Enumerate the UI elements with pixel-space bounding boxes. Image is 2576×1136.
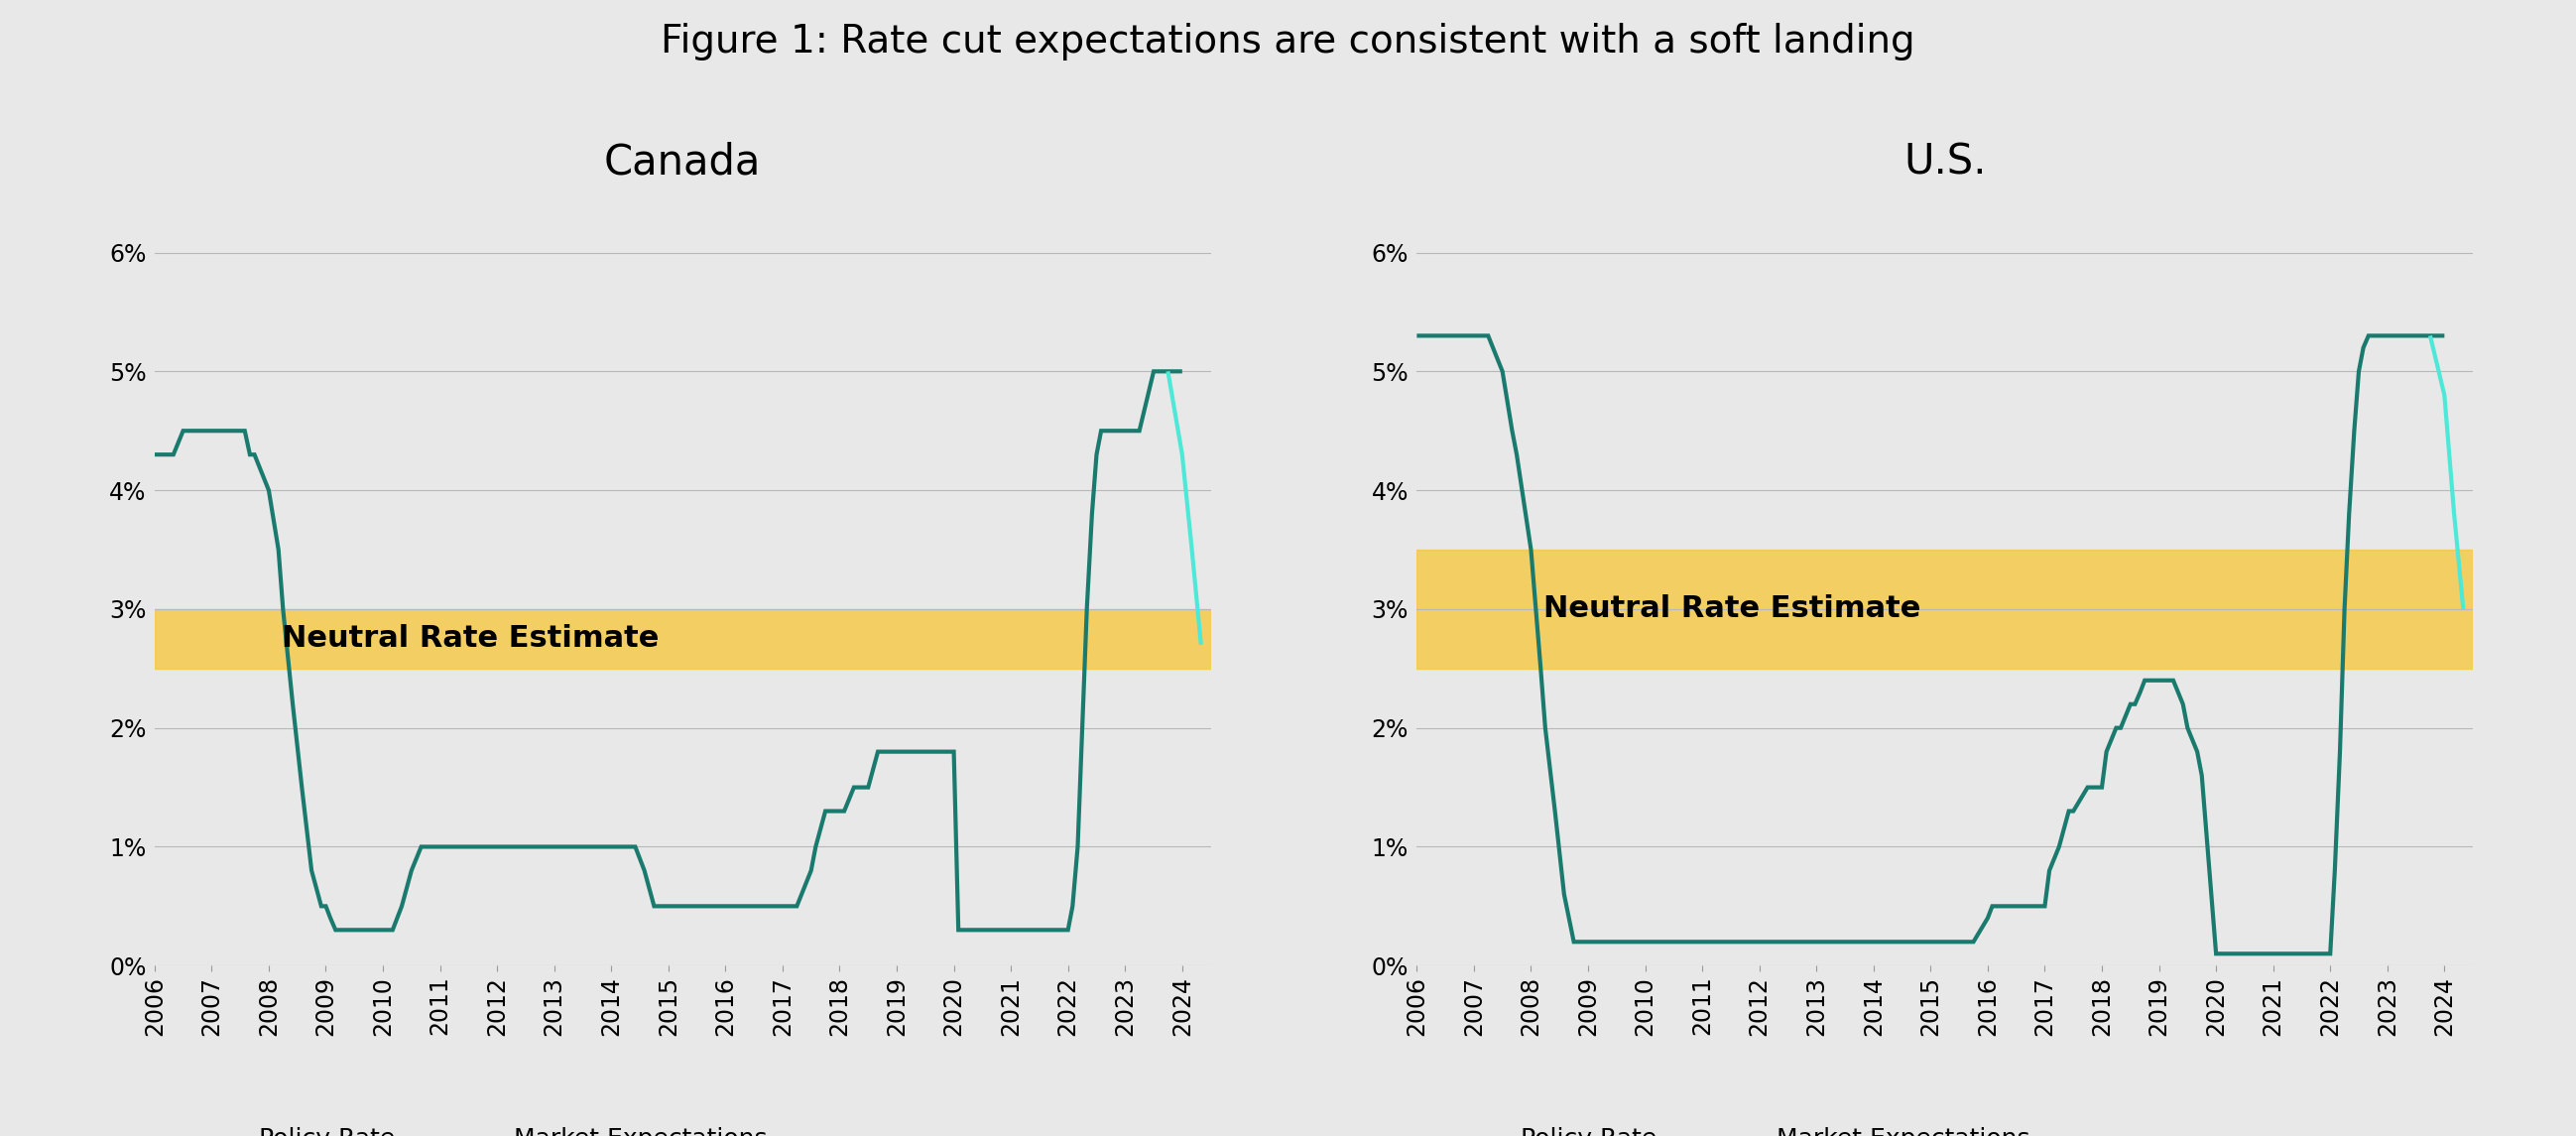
Legend: Policy Rate, Market Expectations: Policy Rate, Market Expectations: [167, 1117, 778, 1136]
Text: Neutral Rate Estimate: Neutral Rate Estimate: [1543, 594, 1922, 624]
Title: Canada: Canada: [605, 141, 760, 183]
Bar: [155, 609, 1211, 668]
Text: Figure 1: Rate cut expectations are consistent with a soft landing: Figure 1: Rate cut expectations are cons…: [662, 23, 1914, 60]
Bar: [1417, 550, 2473, 668]
Legend: Policy Rate, Market Expectations: Policy Rate, Market Expectations: [1430, 1117, 2040, 1136]
Text: Neutral Rate Estimate: Neutral Rate Estimate: [281, 625, 659, 653]
Title: U.S.: U.S.: [1904, 141, 1986, 183]
